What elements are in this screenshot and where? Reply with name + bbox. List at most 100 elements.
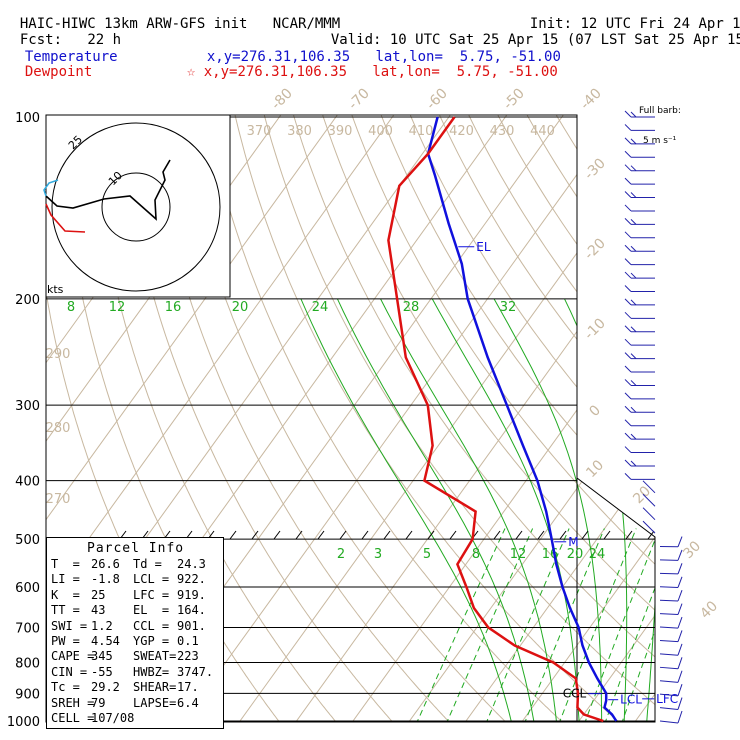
barb-legend: Full barb: 5 m s⁻¹ <box>639 86 681 156</box>
dry-adiabat-line <box>549 115 655 722</box>
pressure-tick-label: 300 <box>15 399 40 414</box>
pressure-tick-label: 400 <box>15 475 40 490</box>
moist-adiabat-label: 24 <box>312 300 329 315</box>
temperature-latlon: lat,lon= 5.75, -51.00 <box>375 49 561 65</box>
org-label: NCAR/MMM <box>272 16 341 32</box>
freezing-hatch <box>295 530 303 540</box>
isotherm-label: -60 <box>423 85 450 112</box>
temperature-location: x,y=276.31,106.35 <box>206 49 351 65</box>
wind-barb <box>624 325 655 333</box>
isotherm-line <box>512 115 655 722</box>
moist-adiabat-label: 16 <box>165 300 182 315</box>
wind-barb <box>624 392 655 400</box>
barb-legend-title: Full barb: <box>639 106 681 116</box>
parcel-param-label: CCL = <box>133 618 170 633</box>
hodograph-trace-lower <box>45 203 86 233</box>
parcel-param-value: 17. <box>177 680 199 695</box>
parcel-param-label: HWBZ= <box>133 664 170 679</box>
moist-adiabat-line <box>300 298 512 722</box>
theta-label: 270 <box>46 492 71 507</box>
parcel-param-label: Tc = <box>51 680 80 695</box>
dry-adiabat-line <box>606 115 655 722</box>
parcel-param-value: 4.54 <box>91 634 120 648</box>
isotherm-label: -50 <box>500 85 527 112</box>
parcel-param-label: K = <box>51 587 80 602</box>
wind-barb <box>659 536 683 548</box>
model-title: HAIC-HIWC 13km ARW-GFS init <box>19 16 248 32</box>
freezing-hatch <box>647 530 655 540</box>
barb-legend-units: 5 m s⁻¹ <box>643 136 677 146</box>
fcst-label: Fcst: <box>19 32 63 48</box>
valid-label: Valid: <box>330 32 382 48</box>
moist-adiabat-label: 32 <box>500 300 517 315</box>
parcel-param-value: 919. <box>177 587 206 602</box>
freezing-hatch <box>405 530 413 540</box>
wind-barb <box>642 520 656 534</box>
wind-barb <box>624 311 655 319</box>
wind-barb <box>624 285 655 292</box>
theta-label: 430 <box>490 124 515 139</box>
parcel-param-label: Td = <box>133 557 162 571</box>
wind-barb <box>659 603 683 616</box>
temperature-trace <box>426 116 618 722</box>
wind-barb <box>624 218 655 225</box>
dewpoint-location: x,y=276.31,106.35 <box>203 64 348 80</box>
parcel-param-value: 107/08 <box>91 711 135 725</box>
wind-barb <box>659 710 683 724</box>
parcel-param-value: 6.4 <box>177 695 199 710</box>
wind-barb <box>659 657 683 670</box>
parcel-param-value: 3747. <box>177 664 214 679</box>
wind-barb <box>624 365 655 373</box>
level-label-lcl: LCL <box>620 693 642 707</box>
dry-adiabat-line <box>145 115 461 722</box>
isotherm-line <box>569 115 655 722</box>
dry-adiabat-line <box>231 115 633 722</box>
wind-barb <box>624 164 655 172</box>
wind-barb <box>659 563 683 575</box>
isotherm-label: -20 <box>581 235 608 262</box>
parcel-param-label: EL = <box>133 603 170 618</box>
isotherm-label: -70 <box>345 85 372 112</box>
wind-barb <box>624 473 655 480</box>
mixing-ratio-label: 8 <box>472 547 480 562</box>
isotherm-label: 40 <box>697 598 721 622</box>
isotherm-label: 30 <box>680 538 704 562</box>
dry-adiabat-line <box>723 104 740 734</box>
wind-barb <box>659 576 683 588</box>
wind-barb <box>624 432 655 440</box>
parcel-param-label: LAPSE= <box>133 695 177 710</box>
dry-adiabat-line <box>260 115 655 722</box>
isotherm-label: 0 <box>586 402 604 420</box>
wind-barb <box>659 697 683 710</box>
isotherm-label: -10 <box>581 315 608 342</box>
dry-adiabat-line <box>116 115 404 722</box>
dewpoint-legend: Dewpoint <box>8 50 92 80</box>
wind-barb <box>659 683 683 697</box>
mixing-ratio-label: 12 <box>510 547 527 562</box>
isotherm-label: -40 <box>577 85 604 112</box>
parcel-info-panel: Parcel Info T = 26.6 Td = 24.3 LI = -1.8 LCL =… <box>46 537 224 729</box>
wind-barb <box>624 258 655 266</box>
parcel-param-value: 79 <box>91 695 106 710</box>
freezing-hatch <box>449 530 457 540</box>
freezing-hatch <box>515 530 523 540</box>
theta-label: 410 <box>409 124 434 139</box>
wind-barb <box>624 352 655 360</box>
wind-barb <box>624 110 655 118</box>
wind-barb <box>624 137 655 145</box>
freezing-hatch <box>603 530 611 540</box>
parcel-param-value: 26.6 <box>91 557 120 571</box>
isotherm-line <box>625 115 655 722</box>
pressure-tick-label: 200 <box>15 293 40 308</box>
dry-adiabat-line <box>347 115 655 722</box>
freezing-hatch <box>273 530 281 540</box>
wind-barb <box>659 630 683 643</box>
init-label: Init: <box>529 16 573 32</box>
wind-barb <box>624 379 655 386</box>
parcel-param-value: 922. <box>177 572 206 587</box>
pressure-tick-label: 500 <box>15 533 40 548</box>
wind-barb <box>624 459 655 467</box>
dry-adiabat-line <box>174 115 519 722</box>
hodograph-ring <box>101 172 171 242</box>
dewpoint-trace <box>387 116 604 723</box>
